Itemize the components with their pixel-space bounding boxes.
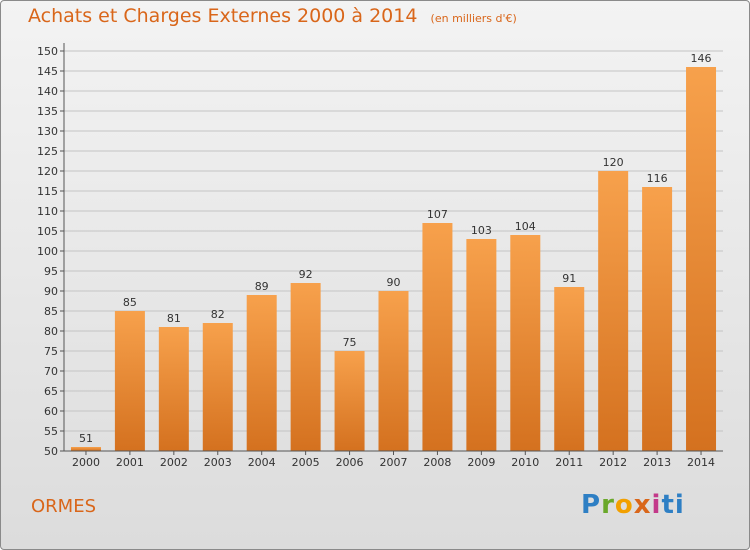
bar-2011 [554, 287, 585, 451]
y-tick-label: 140 [37, 85, 58, 98]
bar-value-label: 81 [167, 312, 181, 325]
x-tick-label: 2002 [160, 456, 188, 469]
y-tick-label: 70 [44, 365, 58, 378]
y-tick-label: 125 [37, 145, 58, 158]
bar-value-label: 91 [562, 272, 576, 285]
bar-2008 [422, 223, 453, 451]
y-tick-label: 100 [37, 245, 58, 258]
y-tick-label: 145 [37, 65, 58, 78]
bars-layer: 51 85 81 82 89 92 75 90 107 103 104 91 120 116 146 [70, 52, 717, 451]
x-tick-label: 2004 [248, 456, 276, 469]
x-tick-label: 2005 [292, 456, 320, 469]
y-tick-label: 50 [44, 445, 58, 458]
y-tick-label: 115 [37, 185, 58, 198]
y-tick-label: 150 [37, 45, 58, 58]
bar-value-label: 107 [427, 208, 448, 221]
x-tick-label: 2000 [72, 456, 100, 469]
x-tick-label: 2007 [380, 456, 408, 469]
bar-value-label: 51 [79, 432, 93, 445]
y-tick-label: 120 [37, 165, 58, 178]
x-tick-label: 2012 [599, 456, 627, 469]
y-tick-label: 80 [44, 325, 58, 338]
y-tick-label: 105 [37, 225, 58, 238]
bar-2007 [378, 291, 409, 451]
axis-layer: 50 55 60 65 70 75 80 85 90 95 100 105 110 115 120 125 13… [37, 43, 723, 469]
chart-subtitle: (en milliers d'€) [430, 12, 517, 25]
proxiti-logo[interactable]: Proxiti [581, 490, 685, 520]
y-tick-label: 130 [37, 125, 58, 138]
bar-2003 [202, 323, 233, 451]
x-tick-label: 2008 [423, 456, 451, 469]
bar-2004 [246, 295, 277, 451]
bar-value-label: 89 [255, 280, 269, 293]
bar-2013 [642, 187, 673, 451]
x-tick-label: 2003 [204, 456, 232, 469]
bar-2005 [290, 283, 321, 451]
bar-value-label: 75 [343, 336, 357, 349]
y-tick-label: 85 [44, 305, 58, 318]
bar-value-label: 82 [211, 308, 225, 321]
bar-2002 [158, 327, 189, 451]
x-tick-label: 2001 [116, 456, 144, 469]
bar-value-label: 104 [515, 220, 536, 233]
y-tick-label: 90 [44, 285, 58, 298]
bar-2010 [510, 235, 541, 451]
y-tick-label: 75 [44, 345, 58, 358]
bar-2009 [466, 239, 497, 451]
x-tick-label: 2006 [336, 456, 364, 469]
title-row: Achats et Charges Externes 2000 à 2014 (… [28, 5, 517, 27]
y-tick-label: 65 [44, 385, 58, 398]
y-tick-label: 55 [44, 425, 58, 438]
bar-2012 [598, 171, 629, 451]
bar-2001 [114, 311, 145, 451]
bar-2006 [334, 351, 365, 451]
bar-value-label: 116 [647, 172, 668, 185]
y-tick-label: 60 [44, 405, 58, 418]
bar-2014 [686, 67, 717, 451]
y-tick-label: 95 [44, 265, 58, 278]
bar-value-label: 90 [387, 276, 401, 289]
x-tick-label: 2009 [467, 456, 495, 469]
bar-value-label: 146 [691, 52, 712, 65]
bar-value-label: 120 [603, 156, 624, 169]
chart-title: Achats et Charges Externes 2000 à 2014 [28, 5, 418, 27]
x-tick-label: 2010 [511, 456, 539, 469]
x-tick-label: 2013 [643, 456, 671, 469]
x-tick-label: 2014 [687, 456, 715, 469]
bar-value-label: 92 [299, 268, 313, 281]
commune-name: ORMES [31, 496, 97, 517]
y-tick-label: 110 [37, 205, 58, 218]
x-tick-label: 2011 [555, 456, 583, 469]
bar-2000 [70, 447, 101, 451]
y-tick-label: 135 [37, 105, 58, 118]
bar-value-label: 85 [123, 296, 137, 309]
bar-value-label: 103 [471, 224, 492, 237]
